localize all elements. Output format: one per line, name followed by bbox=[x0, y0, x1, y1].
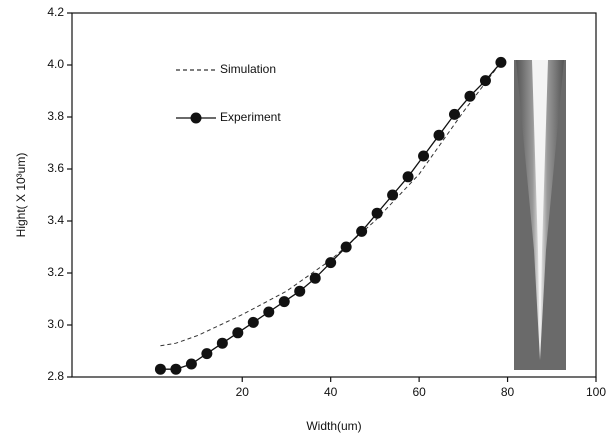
data-point bbox=[402, 171, 414, 183]
data-point bbox=[185, 358, 197, 370]
x-tick-label: 100 bbox=[586, 385, 606, 399]
data-point bbox=[495, 56, 507, 68]
data-point bbox=[340, 241, 352, 253]
data-point bbox=[247, 316, 259, 328]
y-tick-label: 3.4 bbox=[47, 213, 64, 227]
data-point bbox=[294, 285, 306, 297]
y-tick-label: 3.2 bbox=[47, 265, 64, 279]
data-point bbox=[418, 150, 430, 162]
y-tick-label: 4.2 bbox=[47, 5, 64, 19]
x-axis-label: Width(um) bbox=[306, 419, 361, 433]
data-point bbox=[201, 348, 213, 360]
data-point bbox=[278, 296, 290, 308]
data-point bbox=[464, 90, 476, 102]
x-tick-label: 40 bbox=[324, 385, 338, 399]
series-line bbox=[160, 62, 502, 347]
legend-marker bbox=[190, 112, 202, 124]
x-tick-label: 80 bbox=[501, 385, 515, 399]
data-point bbox=[325, 257, 337, 269]
data-point bbox=[216, 337, 228, 349]
y-tick-label: 2.8 bbox=[47, 369, 64, 383]
data-point bbox=[356, 225, 368, 237]
data-point bbox=[371, 207, 383, 219]
legend-label: Experiment bbox=[220, 110, 281, 124]
plot-frame bbox=[71, 12, 597, 378]
x-tick-label: 20 bbox=[236, 385, 250, 399]
legend-label: Simulation bbox=[220, 62, 276, 76]
data-point bbox=[154, 363, 166, 375]
y-tick-label: 3.8 bbox=[47, 109, 64, 123]
x-tick-label: 60 bbox=[412, 385, 426, 399]
data-point bbox=[433, 129, 445, 141]
data-point bbox=[387, 189, 399, 201]
y-tick-label: 3.0 bbox=[47, 317, 64, 331]
data-point bbox=[232, 327, 244, 339]
series-line bbox=[160, 61, 502, 370]
y-axis-label: Hight( X 10³um) bbox=[14, 153, 28, 238]
data-point bbox=[479, 75, 491, 87]
inset-image bbox=[514, 60, 566, 370]
data-point bbox=[448, 108, 460, 120]
y-tick-label: 4.0 bbox=[47, 57, 64, 71]
data-point bbox=[170, 363, 182, 375]
y-tick-label: 3.6 bbox=[47, 161, 64, 175]
data-point bbox=[263, 306, 275, 318]
data-point bbox=[309, 272, 321, 284]
